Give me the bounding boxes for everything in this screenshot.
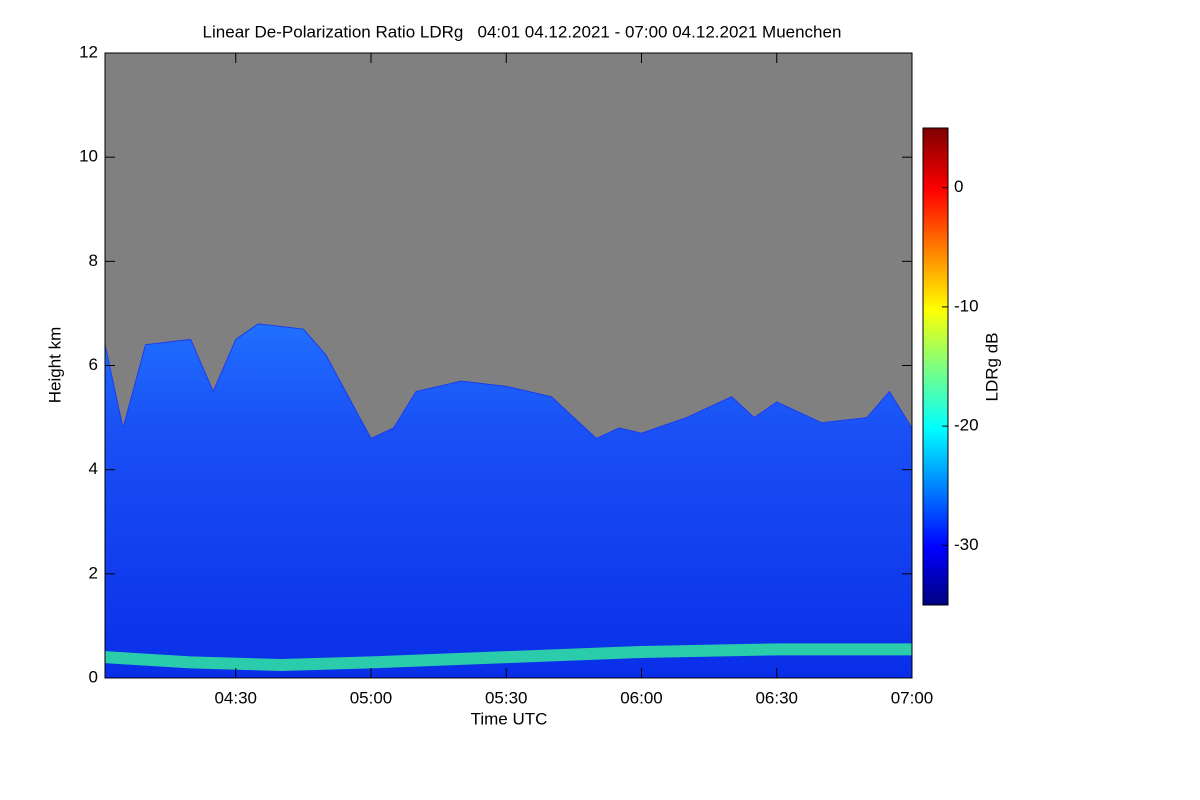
y-tick-label: 6 [89,355,98,374]
y-tick-label: 4 [89,459,98,478]
cloud-area [104,323,913,679]
y-tick-label: 10 [79,147,98,166]
x-axis-label: Time UTC [471,709,548,728]
colorbar-tick-label: -30 [954,535,979,554]
plot-area [104,323,913,679]
x-tick-label: 05:00 [350,688,393,707]
colorbar [922,127,949,606]
x-tick-label: 04:30 [214,688,257,707]
colorbar-label: LDRg dB [982,333,1001,402]
y-tick-label: 2 [89,563,98,582]
y-tick-label: 8 [89,251,98,270]
x-tick-label: 07:00 [891,688,934,707]
x-tick-label: 06:30 [755,688,798,707]
chart-title: Linear De-Polarization Ratio LDRg 04:01 … [203,22,842,41]
colorbar-tick-label: -10 [954,296,979,315]
y-tick-label: 0 [89,667,98,686]
x-tick-label: 06:00 [620,688,663,707]
y-tick-label: 12 [79,42,98,61]
colorbar-tick-label: 0 [954,177,963,196]
y-axis-label: Height km [45,327,64,404]
x-tick-label: 05:30 [485,688,528,707]
colorbar-tick-label: -20 [954,416,979,435]
surface-layer [104,643,912,671]
